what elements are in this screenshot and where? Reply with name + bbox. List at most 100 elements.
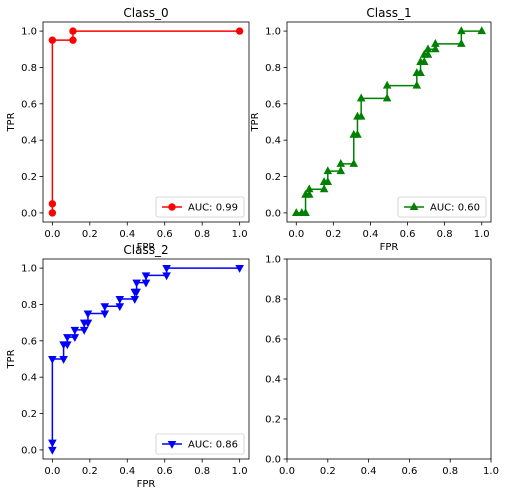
y-tick-label-class-1: 0.4: [265, 136, 281, 147]
legend-class-0: AUC: 0.99: [155, 196, 245, 218]
y-tick-label-class-2: 0.2: [21, 409, 37, 420]
data-point-class-1: [336, 166, 346, 175]
data-point-class-2: [132, 279, 141, 288]
legend-marker-class-0: [168, 203, 176, 211]
axes-frame-class-2: [42, 258, 250, 460]
chart-class-1: 0.0 0.2 0.4 0.6 0.8 1.0 0.0 0.2 0.4 0.6 0.8 1.0 Clas…: [250, 6, 492, 253]
x-axis-label-class-1: FPR: [380, 242, 399, 253]
y-tick-label-empty: 0.8: [265, 295, 281, 306]
data-point-class-2: [48, 439, 57, 448]
data-point-class-1: [356, 93, 366, 102]
data-point-class-0: [48, 209, 57, 217]
y-tick-label-empty: 0.6: [265, 335, 281, 346]
data-point-class-1: [412, 80, 422, 89]
plot-area-class-0: [43, 22, 249, 222]
x-tick-label-class-1: 0.0: [288, 229, 304, 240]
y-tick-label-class-0: 0.4: [21, 136, 37, 147]
data-point-class-1: [323, 177, 333, 186]
x-tick-label-class-1: 1.0: [474, 229, 490, 240]
y-tick-label-class-2: 0.4: [21, 373, 37, 384]
y-axis-label-class-1: TPR: [250, 112, 261, 132]
y-tick-label-empty: 1.0: [265, 255, 281, 266]
data-point-class-2: [70, 326, 80, 335]
x-tick-label-class-1: 0.2: [325, 229, 341, 240]
chart-empty: 0.0 0.2 0.4 0.6 0.8 1.0 0.0 0.2 0.4 0.6 0.8 1.0: [265, 255, 499, 478]
data-point-class-0: [48, 200, 57, 208]
axes-frame-class-1: [286, 21, 492, 223]
legend-marker-class-1: [409, 202, 419, 211]
y-tick-label-class-0: 0.2: [21, 172, 37, 183]
legend-class-1: AUC: 0.60: [397, 196, 487, 218]
data-point-class-2: [141, 272, 151, 281]
data-point-class-1: [382, 93, 392, 102]
data-point-class-1: [457, 26, 466, 35]
data-point-class-1: [349, 158, 359, 167]
y-tick-label-class-2: 0.0: [21, 445, 37, 456]
y-tick-label-class-0: 0.0: [21, 208, 37, 219]
data-point-class-1: [423, 49, 433, 58]
x-tick-label-class-2: 0.6: [157, 466, 173, 477]
data-point-class-1: [304, 189, 314, 198]
y-tick-label-class-1: 0.2: [265, 172, 281, 183]
x-tick-label-empty: 0.8: [442, 466, 458, 477]
x-tick-label-empty: 0.0: [279, 466, 295, 477]
data-point-class-1: [323, 166, 333, 175]
chart-title-class-2: Class_2: [123, 243, 168, 257]
data-point-class-0: [69, 27, 77, 35]
data-point-class-1: [431, 44, 440, 53]
legend-marker-class-2: [167, 440, 177, 449]
legend-class-2: AUC: 0.86: [155, 433, 245, 455]
data-point-class-2: [83, 319, 93, 328]
data-point-class-1: [356, 111, 366, 120]
y-tick-label-class-0: 1.0: [21, 27, 37, 38]
data-point-class-2: [48, 355, 57, 364]
plot-area-class-2: [43, 259, 249, 459]
data-point-class-1: [304, 184, 314, 193]
data-point-class-1: [416, 68, 425, 76]
x-tick-label-class-0: 0.0: [44, 229, 60, 240]
data-point-class-2: [83, 310, 93, 319]
legend-box-class-0: [155, 196, 245, 218]
data-point-class-2: [63, 334, 72, 343]
axes-frame-class-0: [42, 21, 250, 223]
y-tick-label-class-1: 0.0: [265, 208, 281, 219]
data-point-class-2: [162, 265, 171, 273]
y-tick-label-empty: 0.4: [265, 375, 281, 386]
data-point-class-2: [100, 303, 110, 312]
x-axis-label-class-0: FPR: [137, 242, 156, 253]
data-point-class-2: [132, 288, 141, 297]
chart-class-2: 0.0 0.2 0.4 0.6 0.8 1.0 0.0 0.2 0.4 0.6 0.8 1.0 Clas…: [6, 243, 250, 490]
chart-title-class-0: Class_0: [123, 6, 168, 20]
chart-class-0: 0.0 0.2 0.4 0.6 0.8 1.0 0.0 0.2 0.4 0.6 0.8 1.0 Clas…: [6, 6, 250, 253]
data-point-class-0: [48, 36, 57, 44]
data-point-class-1: [382, 80, 392, 89]
y-axis-label-class-0: TPR: [6, 112, 17, 132]
x-axis-label-class-2: FPR: [137, 479, 156, 490]
data-point-class-2: [59, 355, 68, 364]
data-point-class-2: [115, 295, 125, 304]
x-tick-label-class-0: 0.4: [119, 229, 135, 240]
x-tick-label-empty: 0.2: [320, 466, 336, 477]
data-point-class-1: [353, 129, 362, 138]
x-tick-label-class-2: 1.0: [232, 466, 248, 477]
legend-label-class-2: AUC: 0.86: [188, 440, 238, 451]
y-tick-label-class-2: 1.0: [21, 264, 37, 275]
data-point-class-1: [477, 26, 487, 35]
data-point-class-0: [69, 36, 77, 44]
data-point-class-1: [319, 184, 329, 193]
x-tick-label-empty: 1.0: [483, 466, 499, 477]
x-tick-label-class-0: 1.0: [232, 229, 248, 240]
x-tick-label-class-2: 0.2: [82, 466, 98, 477]
legend-box-class-1: [397, 196, 487, 218]
x-tick-label-empty: 0.6: [401, 466, 417, 477]
x-tick-label-class-2: 0.4: [119, 466, 135, 477]
x-tick-label-class-1: 0.4: [363, 229, 379, 240]
y-tick-label-class-1: 0.6: [265, 99, 281, 110]
plot-area-class-1: [287, 22, 491, 222]
x-tick-label-empty: 0.4: [361, 466, 377, 477]
y-tick-label-class-2: 0.8: [21, 300, 37, 311]
data-point-class-1: [291, 208, 301, 216]
x-tick-label-class-1: 0.8: [437, 229, 453, 240]
axes-frame-empty: [286, 258, 492, 460]
